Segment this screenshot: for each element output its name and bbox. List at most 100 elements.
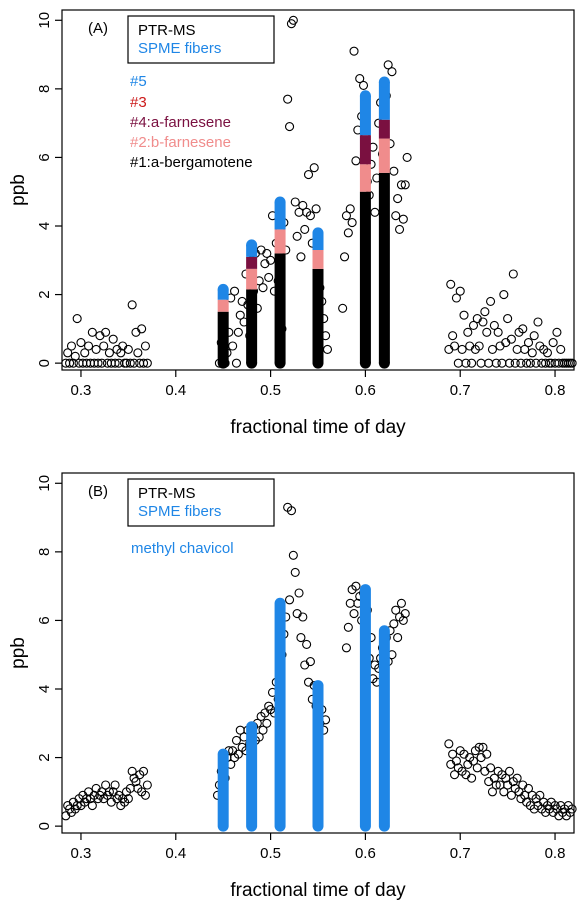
- panel-b-ptr-ms-point: [449, 770, 460, 780]
- panel-a-ptr-ms-point: [486, 296, 496, 306]
- panel-a-ptr-ms-point: [290, 197, 300, 207]
- panel-a-ptr-ms-point: [83, 341, 94, 351]
- panel-a-ptr-ms-point: [311, 204, 321, 214]
- panel-b-ptr-ms-point: [400, 609, 410, 619]
- panel-b-ptr-ms-point: [87, 801, 97, 811]
- panel-a-ptr-ms-point: [518, 324, 528, 334]
- panel-b-ptr-ms-point: [523, 783, 534, 793]
- panel-b-ptr-ms-point: [262, 718, 272, 728]
- panel-a-ptr-ms-point: [303, 170, 314, 180]
- panel-b-ptr-ms-point: [345, 598, 355, 608]
- panel-b-ptr-ms-point: [290, 567, 300, 577]
- panel-a-x-tick-label: 0.3: [71, 382, 92, 399]
- panel-a-ptr-ms-point: [296, 252, 306, 262]
- panel-a-y-ticks: 0 2 4 6 8 10: [36, 12, 62, 367]
- panel-a-legend-ptr-ms: PTR-MS: [138, 22, 196, 39]
- panel-b-ptr-ms-point: [127, 766, 137, 776]
- panel-a-legend-box: [127, 15, 275, 64]
- panel-a-ptr-ms-point: [522, 358, 532, 368]
- panel-a-ptr-ms-point: [288, 15, 298, 25]
- panel-a-ptr-ms-point: [87, 327, 97, 337]
- panel-b-ptr-ms-point: [110, 780, 120, 790]
- panel-a-ptr-ms-point: [499, 290, 509, 300]
- panel-b-legend-ptr-ms: PTR-MS: [138, 485, 196, 502]
- panel-a-ptr-ms-point: [68, 358, 78, 368]
- panel-a-ptr-ms-point: [70, 351, 80, 361]
- panel-a-ptr-ms-point: [142, 358, 152, 368]
- panel-a-ptr-ms-point: [99, 341, 109, 351]
- panel-b-ptr-ms-point: [142, 780, 152, 790]
- panel-a-bar-base: [312, 357, 324, 369]
- panel-a-y-tick-label: 0: [36, 359, 53, 367]
- panel-a-ptr-ms-point: [468, 320, 479, 330]
- panel-a-ptr-ms-point: [461, 358, 471, 368]
- panel-a-ptr-ms-point: [455, 286, 465, 296]
- panel-a-ptr-ms-point: [516, 358, 526, 368]
- panel-b-ptr-ms-point: [72, 801, 82, 811]
- panel-b-ptr-ms-point: [567, 804, 577, 814]
- panel-b-ptr-ms-point: [535, 790, 545, 800]
- panel-a-ptr-ms-point: [231, 358, 242, 368]
- panel-a-ptr-ms-point: [140, 341, 150, 351]
- panel-b-x-tick-label: 0.3: [71, 845, 92, 862]
- panel-a-bar-segment: [312, 250, 324, 269]
- panel-a-ptr-ms-point: [449, 341, 460, 351]
- panel-a-bar-segment: [312, 268, 324, 364]
- panel-a-bar-cap: [274, 196, 286, 208]
- panel-a-ptr-ms-point: [230, 286, 240, 296]
- panel-b-y-tick-label: 2: [36, 753, 53, 761]
- panel-a-ptr-ms-point: [258, 283, 268, 293]
- panel-a-bar-segment: [378, 119, 390, 139]
- panel-b-ptr-ms-point: [305, 657, 315, 667]
- panel-a-ptr-ms-point: [552, 327, 562, 337]
- panel-a-ptr-ms-point: [529, 331, 539, 341]
- panel-a-ptr-ms-point: [138, 358, 149, 368]
- panel-b-ptr-ms-point: [478, 742, 488, 752]
- panel-a-ptr-ms-point: [66, 341, 77, 351]
- panel-a-ptr-ms-point: [482, 327, 492, 337]
- panel-a-ptr-ms-point: [262, 248, 272, 258]
- panel-a-ptr-ms-point: [298, 200, 308, 210]
- panel-a-ptr-ms-point: [285, 122, 295, 132]
- panel-a-ptr-ms-point: [351, 156, 361, 166]
- panel-b-y-tick-label: 6: [36, 616, 53, 624]
- panel-a-compound-2: #2:b-farnesene: [130, 134, 231, 151]
- panel-b-legend-box: [127, 478, 275, 527]
- panel-b-ptr-ms-point: [468, 756, 479, 766]
- panel-b-ptr-ms-point: [448, 749, 458, 759]
- panel-b-plot-frame: [61, 472, 575, 834]
- panel-a-ptr-ms-point: [523, 338, 534, 348]
- panel-a-ptr-ms-point: [133, 348, 143, 358]
- panel-a-bar-segment: [217, 311, 229, 364]
- panel-a-bar-cap: [312, 227, 324, 239]
- panel-a-ptr-ms-point: [101, 327, 111, 337]
- panel-a-spme-bars: [217, 76, 390, 369]
- panel-b: 0.3 0.4 0.5 0.6 0.7 0.8 0 2 4 6 8 10 fractional ti…: [8, 472, 577, 901]
- panel-a-compound-3: #3: [130, 94, 147, 111]
- panel-a-ptr-ms-point: [391, 211, 401, 221]
- panel-a-bar-segment: [312, 232, 324, 250]
- panel-a-plot-frame: [61, 9, 575, 371]
- panel-b-ptr-ms-point: [393, 633, 403, 643]
- panel-a-ptr-ms-point: [402, 152, 412, 162]
- panel-b-y-tick-label: 0: [36, 822, 53, 830]
- panel-b-y-axis-label: ppb: [8, 637, 29, 669]
- panel-a-x-ticks: 0.3 0.4 0.5 0.6 0.7 0.8: [71, 370, 565, 399]
- panel-a-y-tick-label: 2: [36, 290, 53, 298]
- panel-a-ptr-ms-point: [347, 218, 357, 228]
- panel-a-ptr-ms-point: [292, 231, 302, 241]
- panel-b-ptr-ms-point: [302, 639, 312, 649]
- panel-a-ptr-ms-point: [123, 344, 133, 354]
- panel-a-ptr-ms-point: [358, 80, 369, 90]
- panel-b-ptr-ms-point: [343, 622, 353, 632]
- panel-b-ptr-ms-point: [288, 550, 298, 560]
- panel-b-ptr-ms-point: [82, 794, 92, 804]
- panel-a-ptr-ms-point: [542, 348, 553, 358]
- panel-a-ptr-ms-point: [491, 358, 501, 368]
- panel-a-ptr-ms-point: [512, 344, 522, 354]
- panel-a-ptr-ms-point: [389, 166, 399, 176]
- panel-a-bar-segment: [246, 244, 258, 257]
- panel-a-bar-segment: [359, 135, 371, 165]
- panel-a-ptr-ms-point: [478, 317, 488, 327]
